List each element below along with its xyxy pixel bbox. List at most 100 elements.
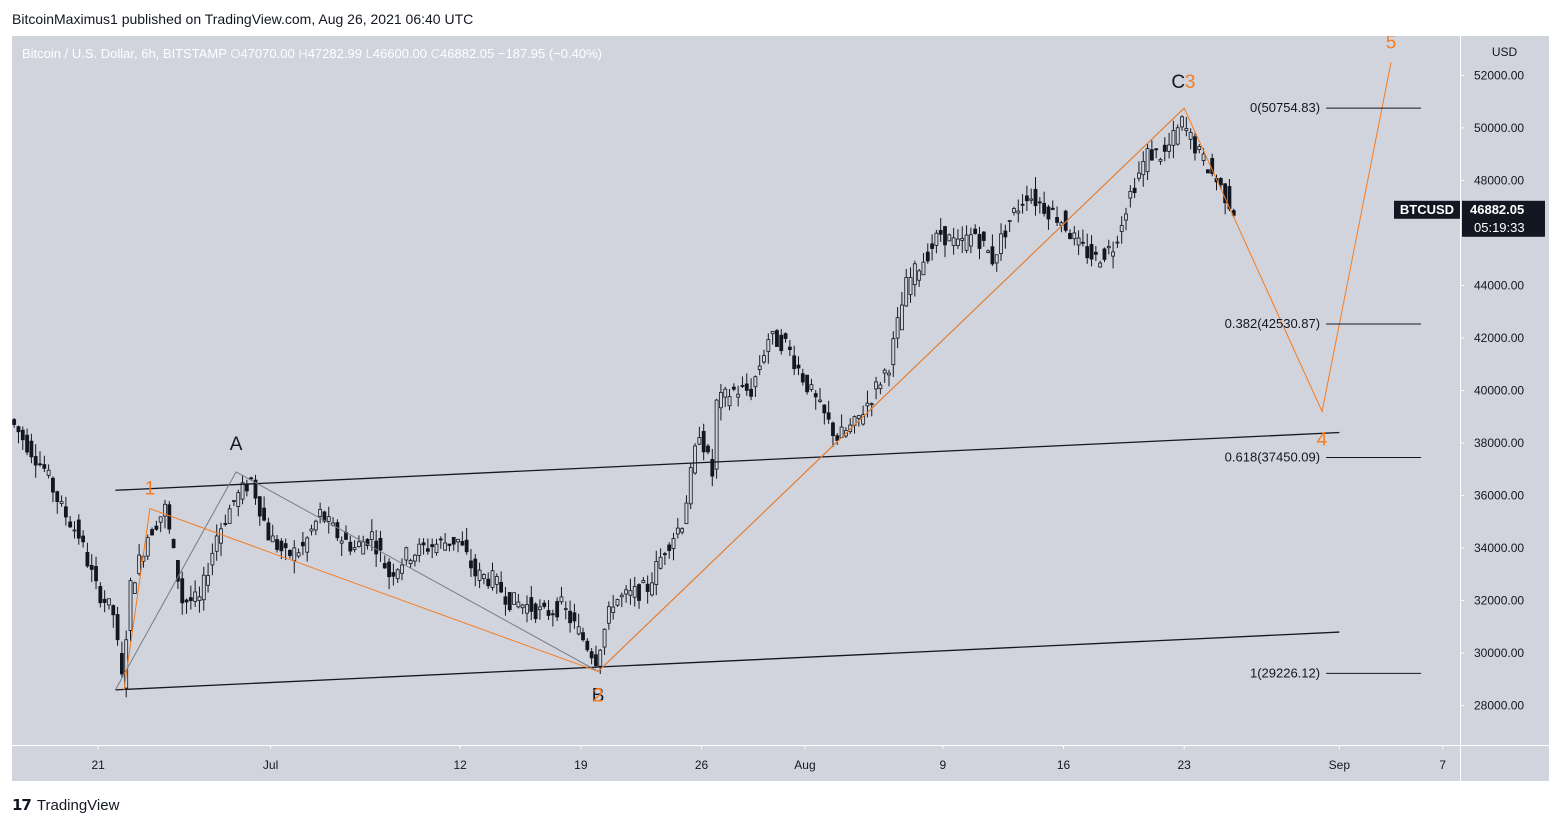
candle-body <box>318 509 323 517</box>
candle-body <box>934 232 939 246</box>
candle-body <box>688 467 693 505</box>
candle-body <box>494 576 499 585</box>
candle-body <box>723 388 728 398</box>
candle-body <box>1029 198 1034 201</box>
candle-body <box>387 561 391 578</box>
candle-body <box>533 603 538 620</box>
candle-body <box>1141 161 1146 176</box>
candle-body <box>947 234 952 242</box>
candle-body <box>132 582 137 594</box>
candle-body <box>563 608 568 611</box>
candle-body <box>1137 172 1141 179</box>
candle-body <box>960 237 965 241</box>
price-tick-label: 42000.00 <box>1474 331 1524 345</box>
candle-body <box>869 403 874 406</box>
price-tick-label: 50000.00 <box>1474 121 1524 135</box>
price-chart[interactable]: ABC123450(50754.83)0.382(42530.87)0.618(… <box>12 36 1549 781</box>
time-tick-label: 19 <box>574 758 588 772</box>
candle-body <box>270 535 275 543</box>
candle-body <box>826 412 831 420</box>
candle-body <box>658 556 663 569</box>
candle-body <box>1201 153 1206 161</box>
candle-body <box>257 496 262 517</box>
candle-body <box>520 604 525 609</box>
candle-body <box>654 561 659 585</box>
candle-body <box>154 525 159 530</box>
candle-body <box>1124 213 1128 221</box>
candle-body <box>197 596 202 602</box>
candle-body <box>188 597 193 601</box>
time-tick-label: 23 <box>1178 758 1192 772</box>
candle-body <box>981 231 986 241</box>
candle-body <box>25 434 29 453</box>
time-tick-label: 16 <box>1057 758 1071 772</box>
open-value: 47070.00 <box>240 46 294 61</box>
candle-body <box>822 404 827 414</box>
candle-body <box>477 569 482 581</box>
candle-body <box>1033 188 1038 207</box>
candle-body <box>912 263 917 286</box>
candle-body <box>796 364 801 369</box>
plot-area <box>12 36 1460 745</box>
candle-body <box>917 270 922 281</box>
candle-body <box>163 503 167 517</box>
candle-body <box>904 277 909 307</box>
candle-body <box>818 399 822 402</box>
candle-body <box>240 482 245 500</box>
wave-label-1: 1 <box>145 479 156 500</box>
candle-body <box>29 440 34 458</box>
candle-body <box>693 445 697 474</box>
candle-body <box>1050 207 1055 210</box>
candle-body <box>348 541 353 552</box>
time-tick-label: 12 <box>454 758 468 772</box>
candle-body <box>42 464 47 469</box>
candle-body <box>650 582 654 596</box>
candle-body <box>374 540 379 555</box>
last-price-label: 46882.05 <box>1470 202 1524 217</box>
candle-body <box>1046 206 1051 220</box>
candle-body <box>572 612 577 622</box>
channel-upper-line <box>115 431 1340 491</box>
candle-body <box>38 463 42 466</box>
candle-body <box>701 430 706 453</box>
candle-body <box>464 539 469 553</box>
candle-body <box>499 581 504 593</box>
candle-body <box>550 613 555 616</box>
fib-level-label: 0.618(37450.09) <box>1225 449 1320 464</box>
candle-body <box>856 415 861 419</box>
candle-body <box>1197 146 1202 151</box>
candle-body <box>503 596 508 605</box>
candle-body <box>119 653 124 675</box>
low-value: 46600.00 <box>373 46 427 61</box>
candle-body <box>775 330 779 347</box>
chart-container[interactable]: A B C 1 2 3 4 5 0(50754.83) 0.382(42530.87) 0.618(… <box>12 36 1549 781</box>
candle-body <box>831 422 835 437</box>
candle-body <box>792 355 797 370</box>
candle-body <box>999 233 1003 254</box>
candle-body <box>339 540 344 544</box>
fib-level-label: 1(29226.12) <box>1250 665 1320 680</box>
candle-body <box>266 522 271 541</box>
candle-body <box>956 238 960 246</box>
price-tick-label: 28000.00 <box>1474 699 1524 713</box>
candle-body <box>382 563 387 569</box>
candle-body <box>891 338 896 366</box>
price-tick-label: 36000.00 <box>1474 489 1524 503</box>
last-price-tag <box>1462 200 1545 237</box>
candle-body <box>408 560 413 565</box>
candle-body <box>1089 243 1094 260</box>
candle-body <box>292 547 297 562</box>
candle-body <box>986 250 991 253</box>
candle-body <box>740 385 745 387</box>
candle-body <box>1223 183 1228 204</box>
candle-body <box>150 529 154 536</box>
candle-body <box>1007 220 1012 222</box>
ohlc-legend: Bitcoin / U.S. Dollar, 6h, BITSTAMP O470… <box>22 46 602 61</box>
candle-body <box>400 564 404 574</box>
candle-body <box>757 365 762 370</box>
candle-body <box>964 234 969 251</box>
candle-body <box>1072 232 1077 240</box>
symbol-tag <box>1394 200 1460 219</box>
candle-body <box>809 384 814 390</box>
candle-body <box>675 527 680 535</box>
